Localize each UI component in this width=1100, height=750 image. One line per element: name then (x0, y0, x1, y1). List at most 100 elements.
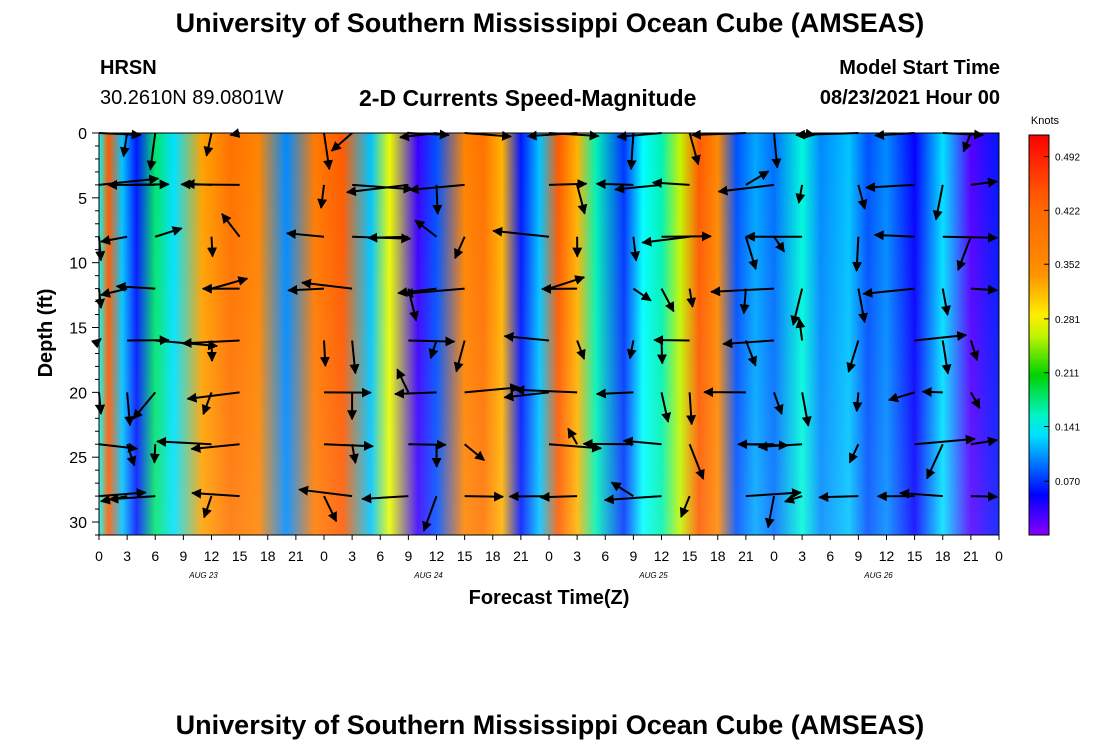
x-tick-label: 6 (601, 548, 609, 564)
current-vector (865, 182, 915, 193)
current-vector (818, 492, 859, 503)
x-axis: 0 3 6 9 12 15 18 21 0 3 6 9 12 15 18 21 0 3 6 9 12 15 18 21 0 3 6 9… (95, 535, 1003, 564)
colorbar-tick-label: 0.352 (1055, 260, 1080, 271)
current-vector (453, 340, 466, 373)
current-vector (399, 131, 437, 142)
x-tick-label: 0 (320, 548, 328, 564)
current-vector (206, 340, 217, 362)
current-vector (969, 340, 980, 362)
current-vector (852, 392, 863, 413)
current-vector (773, 236, 786, 253)
colorbar-tick-label: 0.141 (1055, 423, 1080, 434)
station-coordinates: 30.2610N 89.0801W (100, 87, 284, 109)
current-vector (298, 485, 353, 498)
current-vector (970, 436, 998, 447)
current-vector (744, 340, 757, 367)
current-vector (626, 340, 637, 360)
bottom-title: University of Southern Mississippi Ocean… (175, 710, 925, 740)
current-vector (757, 441, 803, 452)
x-tick-label: 3 (348, 548, 356, 564)
current-vector (970, 491, 998, 502)
current-vector (323, 440, 374, 451)
current-vector (873, 230, 915, 241)
current-vector (126, 443, 137, 467)
current-vector (773, 392, 784, 416)
date-labels: AUG 23 AUG 24 AUG 25 AUG 26 (188, 571, 893, 580)
date-label: AUG 24 (413, 571, 443, 580)
current-vector (180, 179, 240, 190)
current-vector (361, 493, 409, 504)
colorbar-tick-label: 0.070 (1055, 477, 1080, 488)
x-tick-label: 0 (770, 548, 778, 564)
current-vector (287, 284, 325, 295)
current-vector (317, 184, 328, 210)
current-vector (932, 184, 944, 221)
current-vector (367, 232, 409, 243)
current-vector (319, 340, 330, 367)
current-vector (848, 443, 860, 464)
current-vector (956, 236, 972, 271)
current-vector (156, 436, 212, 447)
current-vector (801, 392, 812, 427)
current-vector (149, 444, 160, 464)
current-vector (616, 131, 662, 142)
colorbar-tick-label: 0.281 (1055, 315, 1080, 326)
y-tick-label: 10 (69, 256, 87, 273)
current-vector (408, 439, 447, 450)
y-tick-label: 15 (69, 321, 87, 338)
current-vector (862, 287, 915, 298)
current-vector (887, 391, 915, 403)
current-vector (108, 493, 156, 504)
current-vector (323, 132, 333, 171)
current-vector (203, 132, 214, 157)
current-vector (595, 179, 634, 190)
current-vector (622, 436, 662, 447)
current-vector (567, 427, 578, 445)
current-vector (396, 368, 410, 393)
current-vector (100, 235, 128, 245)
current-vector (688, 443, 705, 480)
current-vector (394, 388, 437, 399)
x-tick-label: 15 (457, 548, 473, 564)
y-tick-label: 25 (69, 450, 87, 467)
station-name: HRSN (100, 57, 157, 79)
current-vector (146, 132, 157, 171)
current-vector (124, 392, 135, 427)
current-vector (717, 183, 775, 196)
current-vector (630, 236, 641, 262)
current-vector (408, 183, 465, 195)
x-tick-label: 3 (798, 548, 806, 564)
current-vector (132, 391, 157, 420)
current-vector (941, 288, 951, 316)
current-vector (492, 226, 550, 238)
current-vector (349, 340, 360, 375)
current-vector (454, 236, 466, 260)
y-tick-label: 0 (78, 126, 87, 143)
x-tick-label: 15 (232, 548, 248, 564)
colorbar-tick-label: 0.422 (1055, 206, 1080, 217)
current-vector (428, 340, 439, 360)
current-vector (970, 177, 998, 188)
current-vector (795, 184, 806, 204)
current-vector (722, 338, 775, 349)
x-tick-label: 3 (573, 548, 581, 564)
current-vector (941, 340, 952, 375)
current-vector (576, 340, 586, 360)
current-vector (641, 235, 690, 247)
current-vector (300, 278, 353, 290)
current-vector (656, 340, 667, 365)
current-vector (345, 183, 409, 197)
y-axis-label: Depth (ft) (35, 289, 57, 378)
x-tick-label: 18 (260, 548, 276, 564)
current-vector (710, 286, 775, 297)
x-tick-label: 12 (429, 548, 445, 564)
current-vector (651, 178, 690, 189)
x-tick-label: 18 (485, 548, 501, 564)
current-vector (464, 383, 521, 394)
x-tick-label: 18 (935, 548, 951, 564)
current-vector (211, 276, 249, 290)
top-title: University of Southern Mississippi Ocean… (175, 8, 925, 38)
current-vector (679, 495, 691, 518)
x-axis-label: Forecast Time(Z) (469, 587, 630, 609)
current-vector (921, 386, 943, 397)
